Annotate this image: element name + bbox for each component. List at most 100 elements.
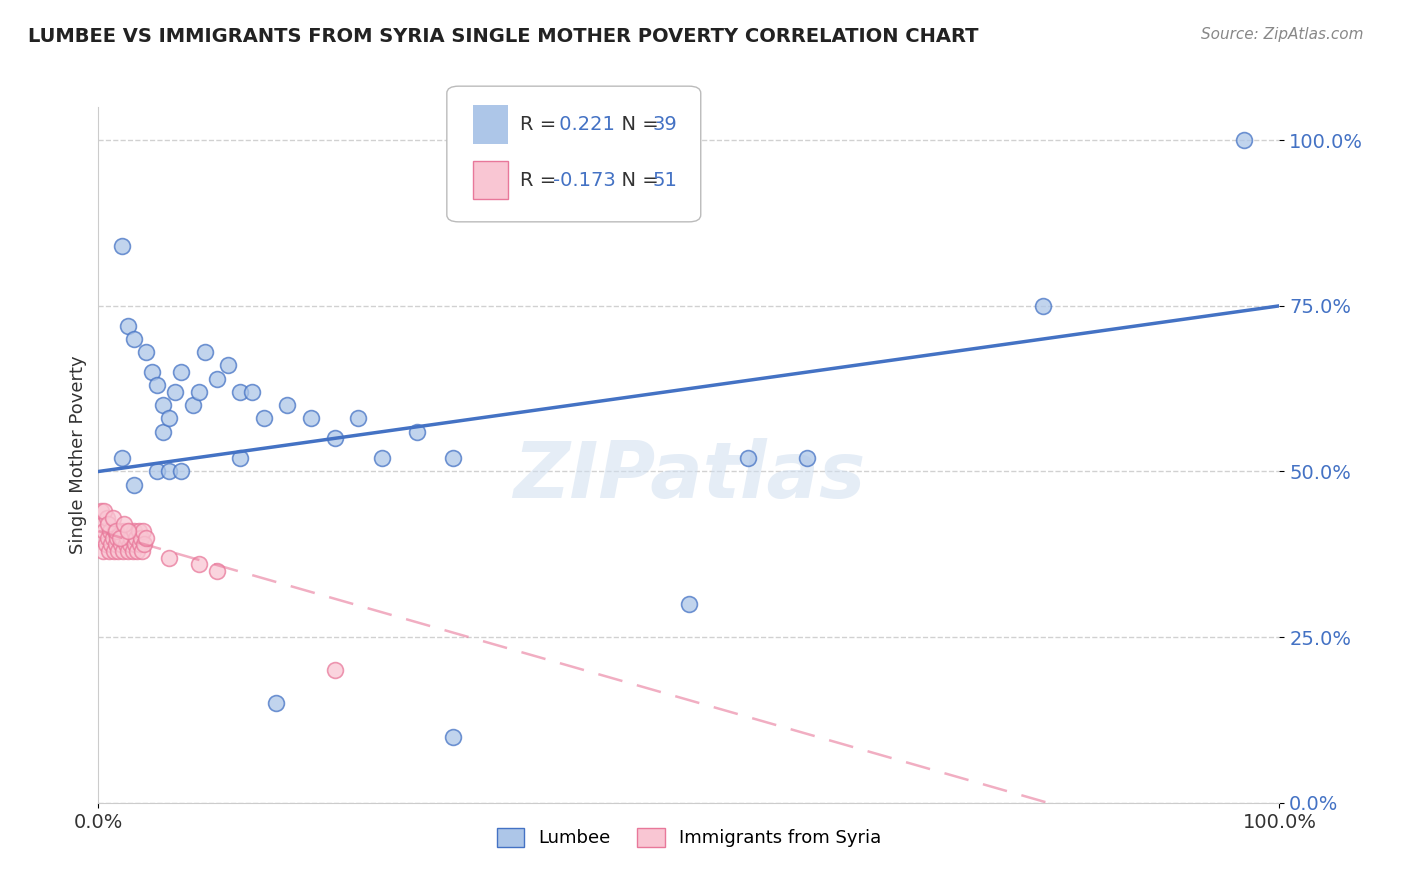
Point [111, 239, 134, 253]
Point [141, 365, 163, 379]
Point [112, 524, 135, 538]
Text: 0.221: 0.221 [553, 115, 614, 134]
FancyBboxPatch shape [472, 105, 508, 144]
Point [124, 537, 146, 551]
Point [117, 524, 139, 538]
Point [157, 465, 180, 479]
Point [128, 524, 150, 538]
Point [101, 531, 124, 545]
Point [347, 411, 370, 425]
Point [125, 531, 148, 545]
Point [101, 511, 124, 525]
Text: N =: N = [609, 170, 665, 190]
Text: R =: R = [520, 170, 562, 190]
Point [97, 517, 120, 532]
Point [152, 425, 174, 439]
Point [111, 531, 134, 545]
Point [146, 378, 169, 392]
Text: ZIPatlas: ZIPatlas [513, 438, 865, 514]
Point [131, 544, 153, 558]
Point [107, 544, 129, 558]
Point [103, 544, 125, 558]
Point [323, 431, 346, 445]
Point [122, 524, 145, 538]
Point [105, 537, 128, 551]
Point [253, 411, 276, 425]
Point [96, 511, 118, 525]
Text: 39: 39 [652, 115, 678, 134]
Point [796, 451, 818, 466]
Point [323, 663, 346, 677]
Point [406, 425, 429, 439]
Legend: Lumbee, Immigrants from Syria: Lumbee, Immigrants from Syria [488, 819, 890, 856]
Point [93, 504, 115, 518]
Point [229, 384, 252, 399]
Point [94, 537, 117, 551]
Point [165, 384, 187, 399]
Text: 51: 51 [652, 170, 678, 190]
Point [117, 318, 139, 333]
Point [240, 384, 263, 399]
Point [441, 730, 464, 744]
Point [105, 524, 128, 538]
Point [91, 531, 114, 545]
Point [135, 345, 157, 359]
Point [121, 544, 143, 558]
Point [217, 359, 239, 373]
Point [120, 537, 142, 551]
Point [112, 544, 135, 558]
Point [127, 544, 149, 558]
Point [152, 398, 174, 412]
Point [678, 597, 700, 611]
Y-axis label: Single Mother Poverty: Single Mother Poverty [69, 356, 87, 554]
Point [89, 517, 111, 532]
Point [371, 451, 394, 466]
Point [264, 697, 287, 711]
Point [299, 411, 322, 425]
Point [121, 531, 143, 545]
Point [111, 451, 134, 466]
Point [104, 524, 127, 538]
Point [97, 531, 120, 545]
Point [108, 524, 131, 538]
Point [108, 531, 131, 545]
FancyBboxPatch shape [472, 161, 508, 199]
Point [134, 537, 156, 551]
Point [276, 398, 298, 412]
Point [135, 531, 157, 545]
Point [1233, 133, 1256, 147]
Point [132, 524, 155, 538]
Point [187, 384, 209, 399]
Text: LUMBEE VS IMMIGRANTS FROM SYRIA SINGLE MOTHER POVERTY CORRELATION CHART: LUMBEE VS IMMIGRANTS FROM SYRIA SINGLE M… [28, 27, 979, 45]
Point [128, 537, 150, 551]
Text: R =: R = [520, 115, 562, 134]
Point [112, 517, 135, 532]
Point [441, 451, 464, 466]
Point [146, 465, 169, 479]
Point [170, 365, 193, 379]
Point [229, 451, 252, 466]
Point [129, 531, 152, 545]
Point [100, 537, 122, 551]
Point [122, 332, 145, 346]
FancyBboxPatch shape [447, 87, 700, 222]
Point [115, 531, 138, 545]
Point [157, 550, 180, 565]
Point [157, 411, 180, 425]
Point [114, 537, 136, 551]
Point [117, 544, 139, 558]
Point [110, 537, 132, 551]
Point [194, 345, 217, 359]
Point [98, 544, 121, 558]
Point [93, 524, 115, 538]
Point [187, 558, 209, 572]
Point [170, 465, 193, 479]
Point [181, 398, 204, 412]
Point [105, 531, 128, 545]
Point [737, 451, 759, 466]
Point [118, 524, 141, 538]
Text: -0.173: -0.173 [553, 170, 616, 190]
Point [122, 477, 145, 491]
Text: N =: N = [609, 115, 665, 134]
Point [91, 544, 114, 558]
